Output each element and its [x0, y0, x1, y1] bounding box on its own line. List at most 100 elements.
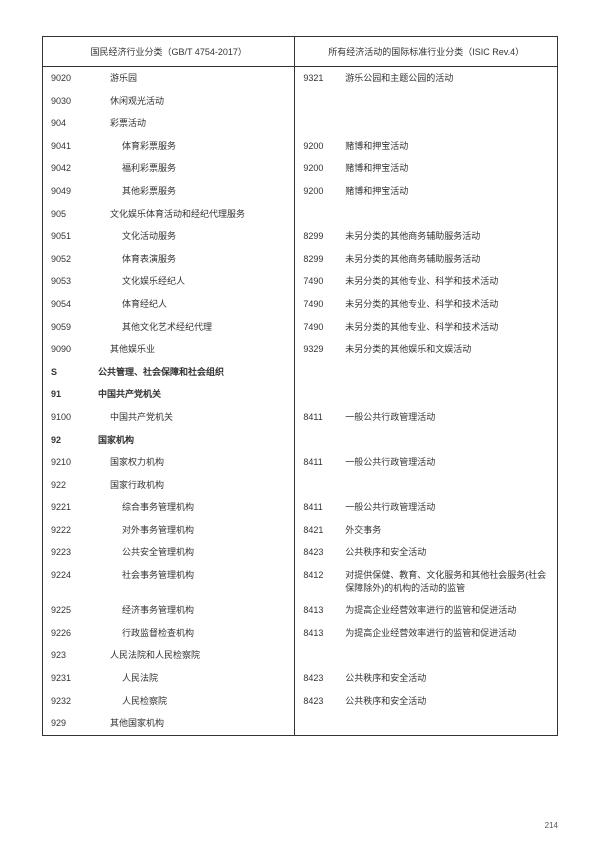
left-code: S — [43, 361, 95, 384]
right-name — [341, 383, 557, 406]
left-name: 文化娱乐经纪人 — [94, 270, 295, 293]
right-name: 公共秩序和安全活动 — [341, 690, 557, 713]
left-name: 公共管理、社会保障和社会组织 — [94, 361, 295, 384]
left-code: 9225 — [43, 599, 95, 622]
table-row: 9232人民检察院8423公共秩序和安全活动 — [43, 690, 558, 713]
left-code: 9224 — [43, 564, 95, 599]
right-name: 未另分类的其他专业、科学和技术活动 — [341, 270, 557, 293]
left-code: 9052 — [43, 248, 95, 271]
right-name: 赌博和押宝活动 — [341, 135, 557, 158]
right-code: 8423 — [295, 541, 341, 564]
left-name: 国家机构 — [94, 429, 295, 452]
right-code: 7490 — [295, 270, 341, 293]
page-number: 214 — [545, 821, 558, 830]
right-name: 对提供保健、教育、文化服务和其他社会服务(社会保障除外)的机构的活动的监管 — [341, 564, 557, 599]
right-code — [295, 644, 341, 667]
table-row: 9054体育经纪人7490未另分类的其他专业、科学和技术活动 — [43, 293, 558, 316]
table-row: 9231人民法院8423公共秩序和安全活动 — [43, 667, 558, 690]
right-name: 未另分类的其他专业、科学和技术活动 — [341, 316, 557, 339]
table-row: 9224社会事务管理机构8412对提供保健、教育、文化服务和其他社会服务(社会保… — [43, 564, 558, 599]
right-code: 8299 — [295, 248, 341, 271]
left-code: 9222 — [43, 519, 95, 542]
right-name — [341, 112, 557, 135]
right-name — [341, 429, 557, 452]
left-code: 9053 — [43, 270, 95, 293]
right-name — [341, 361, 557, 384]
right-name: 未另分类的其他专业、科学和技术活动 — [341, 293, 557, 316]
right-name — [341, 712, 557, 735]
table-row: 9210国家权力机构8411一般公共行政管理活动 — [43, 451, 558, 474]
right-code: 8411 — [295, 406, 341, 429]
left-name: 其他国家机构 — [94, 712, 295, 735]
left-name: 彩票活动 — [94, 112, 295, 135]
table-row: S公共管理、社会保障和社会组织 — [43, 361, 558, 384]
left-name: 国家行政机构 — [94, 474, 295, 497]
table-row: 9020游乐园9321游乐公园和主题公园的活动 — [43, 67, 558, 90]
left-name: 其他彩票服务 — [94, 180, 295, 203]
right-code — [295, 112, 341, 135]
right-code — [295, 474, 341, 497]
left-code: 91 — [43, 383, 95, 406]
right-name: 外交事务 — [341, 519, 557, 542]
right-code: 8413 — [295, 599, 341, 622]
left-name: 体育彩票服务 — [94, 135, 295, 158]
table-row: 9042福利彩票服务9200赌博和押宝活动 — [43, 157, 558, 180]
left-code: 9049 — [43, 180, 95, 203]
table-row: 9221综合事务管理机构8411一般公共行政管理活动 — [43, 496, 558, 519]
right-code: 9329 — [295, 338, 341, 361]
right-name: 公共秩序和安全活动 — [341, 541, 557, 564]
left-code: 904 — [43, 112, 95, 135]
left-name: 体育表演服务 — [94, 248, 295, 271]
left-name: 其他文化艺术经纪代理 — [94, 316, 295, 339]
table-row: 9051文化活动服务8299未另分类的其他商务辅助服务活动 — [43, 225, 558, 248]
right-name: 为提高企业经营效率进行的监管和促进活动 — [341, 599, 557, 622]
left-name: 国家权力机构 — [94, 451, 295, 474]
header-right: 所有经济活动的国际标准行业分类（ISIC Rev.4） — [295, 37, 558, 67]
right-code: 8423 — [295, 690, 341, 713]
left-name: 人民法院 — [94, 667, 295, 690]
left-code: 9232 — [43, 690, 95, 713]
table-row: 9222对外事务管理机构8421外交事务 — [43, 519, 558, 542]
document-page: 国民经济行业分类（GB/T 4754-2017） 所有经济活动的国际标准行业分类… — [0, 0, 600, 756]
right-code: 8411 — [295, 496, 341, 519]
table-row: 9049其他彩票服务9200赌博和押宝活动 — [43, 180, 558, 203]
table-row: 9052体育表演服务8299未另分类的其他商务辅助服务活动 — [43, 248, 558, 271]
right-name — [341, 644, 557, 667]
left-name: 文化活动服务 — [94, 225, 295, 248]
left-code: 9210 — [43, 451, 95, 474]
right-name: 赌博和押宝活动 — [341, 180, 557, 203]
left-code: 9226 — [43, 622, 95, 645]
right-code: 9200 — [295, 135, 341, 158]
left-code: 9041 — [43, 135, 95, 158]
right-name: 未另分类的其他商务辅助服务活动 — [341, 248, 557, 271]
left-name: 综合事务管理机构 — [94, 496, 295, 519]
left-name: 人民检察院 — [94, 690, 295, 713]
left-name: 中国共产党机关 — [94, 383, 295, 406]
left-code: 9100 — [43, 406, 95, 429]
left-name: 中国共产党机关 — [94, 406, 295, 429]
right-code: 7490 — [295, 293, 341, 316]
right-code — [295, 712, 341, 735]
right-code — [295, 429, 341, 452]
right-code: 7490 — [295, 316, 341, 339]
table-row: 929其他国家机构 — [43, 712, 558, 735]
table-row: 9100中国共产党机关8411一般公共行政管理活动 — [43, 406, 558, 429]
right-name: 一般公共行政管理活动 — [341, 496, 557, 519]
left-name: 游乐园 — [94, 67, 295, 90]
right-code: 8412 — [295, 564, 341, 599]
right-code: 8411 — [295, 451, 341, 474]
right-code: 9321 — [295, 67, 341, 90]
right-code: 8423 — [295, 667, 341, 690]
table-row: 92国家机构 — [43, 429, 558, 452]
right-code: 8299 — [295, 225, 341, 248]
right-name — [341, 90, 557, 113]
left-name: 人民法院和人民检察院 — [94, 644, 295, 667]
left-name: 对外事务管理机构 — [94, 519, 295, 542]
left-name: 文化娱乐体育活动和经纪代理服务 — [94, 203, 295, 226]
left-code: 9054 — [43, 293, 95, 316]
left-name: 其他娱乐业 — [94, 338, 295, 361]
right-code — [295, 383, 341, 406]
left-code: 905 — [43, 203, 95, 226]
left-code: 9020 — [43, 67, 95, 90]
left-name: 行政监督检查机构 — [94, 622, 295, 645]
